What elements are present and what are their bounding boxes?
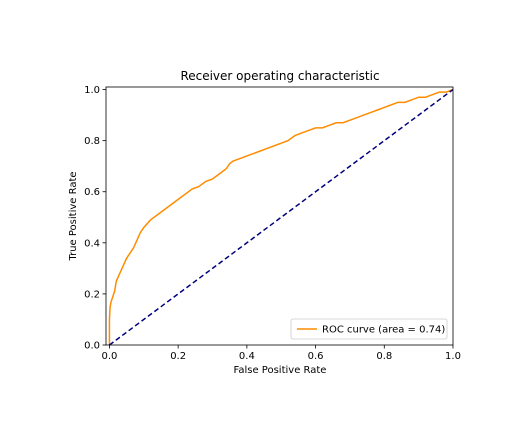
- roc-curve-line: [108, 88, 454, 345]
- legend-box: [290, 318, 448, 340]
- x-axis: 0.0 0.2 0.4 0.6 0.8 1.0: [101, 345, 461, 362]
- y-axis: 0.0 0.2 0.4 0.6 0.8 1.0: [84, 85, 106, 352]
- legend-label: ROC curve (area = 0.74): [322, 325, 445, 336]
- plot-area: [105, 86, 454, 346]
- y-tick-label: 0.4: [84, 238, 100, 249]
- y-tick-label: 1.0: [84, 85, 100, 96]
- x-axis-label: False Positive Rate: [234, 365, 327, 376]
- legend: ROC curve (area = 0.74): [290, 318, 448, 340]
- y-axis-label: True Positive Rate: [68, 171, 79, 261]
- x-tick-label: 0.6: [308, 351, 324, 362]
- x-tick-label: 0.2: [170, 351, 186, 362]
- x-tick-label: 1.0: [445, 351, 461, 362]
- x-tick-label: 0.4: [239, 351, 255, 362]
- x-tick-label: 0.8: [376, 351, 392, 362]
- chart-title: Receiver operating characteristic: [180, 69, 379, 83]
- y-tick-label: 0.0: [84, 341, 100, 352]
- x-tick-label: 0.0: [101, 351, 117, 362]
- plot-frame: [105, 86, 454, 346]
- y-tick-label: 0.8: [84, 136, 100, 147]
- y-tick-label: 0.2: [84, 289, 100, 300]
- chance-diagonal-line: [108, 88, 454, 346]
- y-tick-label: 0.6: [84, 187, 100, 198]
